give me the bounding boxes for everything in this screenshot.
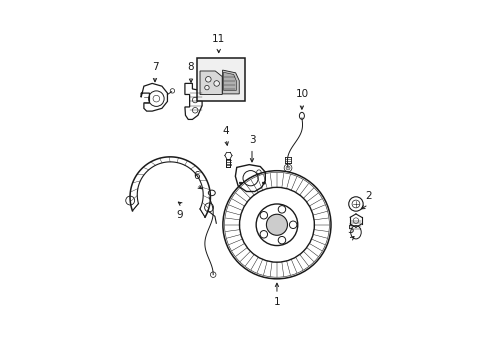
Text: 2: 2 xyxy=(365,191,371,201)
Bar xyxy=(196,58,244,102)
Text: 1: 1 xyxy=(273,297,280,307)
Circle shape xyxy=(205,77,211,82)
Polygon shape xyxy=(200,71,222,95)
Text: 4: 4 xyxy=(223,126,229,135)
Text: 8: 8 xyxy=(187,62,194,72)
Text: 10: 10 xyxy=(295,90,308,99)
Polygon shape xyxy=(222,70,239,94)
Text: 9: 9 xyxy=(176,210,183,220)
Polygon shape xyxy=(223,72,236,90)
Circle shape xyxy=(213,81,219,86)
Text: 7: 7 xyxy=(151,62,158,72)
Circle shape xyxy=(266,214,287,235)
Text: 6: 6 xyxy=(193,171,200,181)
Text: 11: 11 xyxy=(212,34,225,44)
Text: 5: 5 xyxy=(347,225,353,235)
Text: 3: 3 xyxy=(248,135,255,145)
Circle shape xyxy=(204,85,209,90)
